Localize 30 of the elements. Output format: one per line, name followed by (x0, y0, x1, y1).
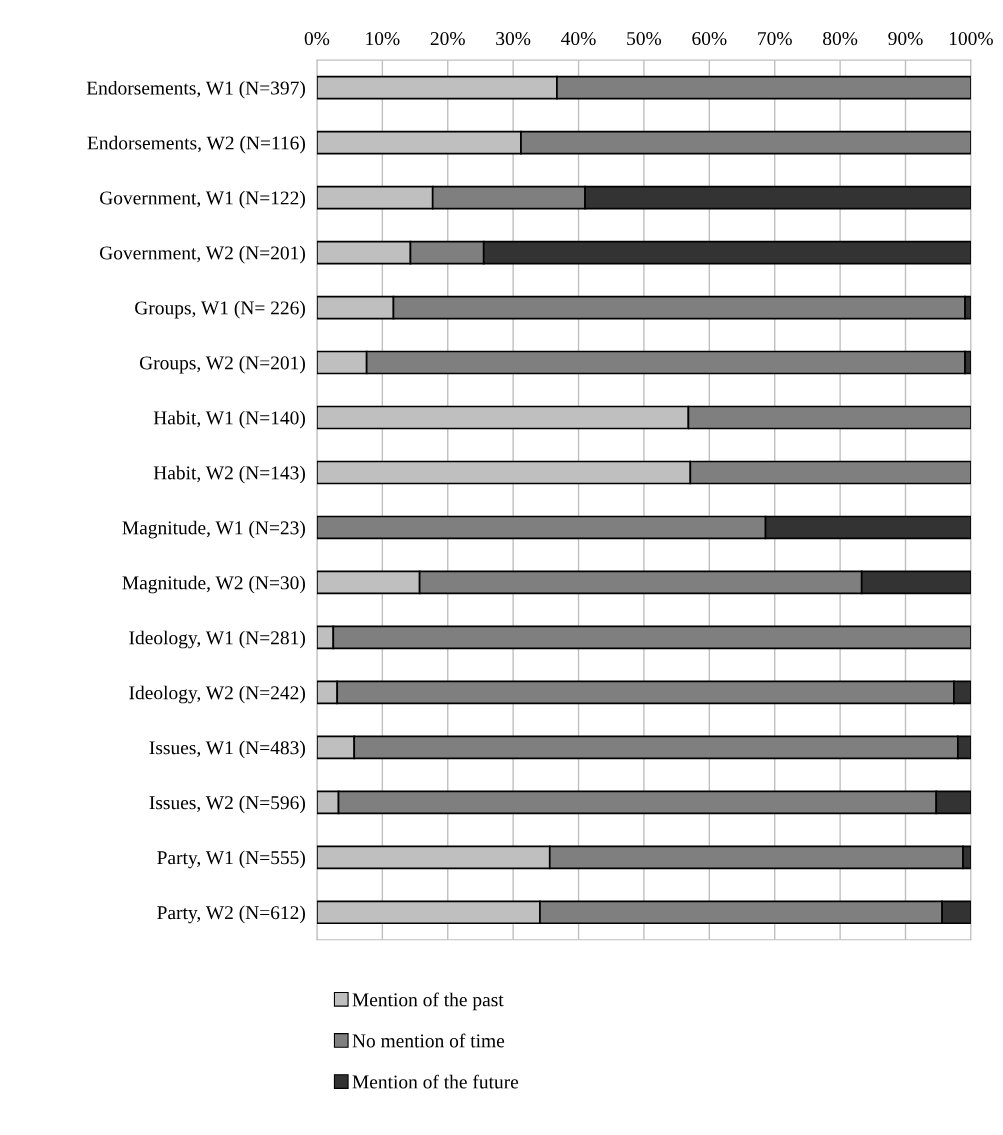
y-tick-label: Endorsements, W1 (N=397) (86, 80, 305, 99)
x-tick-label: 0% (304, 31, 330, 46)
x-tick-label: 80% (823, 31, 858, 46)
y-tick-label: Issues, W2 (N=596) (149, 795, 305, 814)
y-tick-label: Party, W1 (N=555) (157, 850, 305, 869)
legend-label: No mention of time (352, 1033, 505, 1048)
y-tick-label: Party, W2 (N=612) (157, 905, 305, 924)
y-tick-label: Government, W1 (N=122) (100, 190, 305, 209)
x-tick-label: 90% (888, 31, 923, 46)
y-tick-label: Groups, W2 (N=201) (139, 355, 305, 374)
x-tick-label: 100% (949, 31, 993, 46)
y-tick-label: Magnitude, W2 (N=30) (122, 575, 305, 594)
x-tick-label: 60% (692, 31, 727, 46)
y-tick-label: Ideology, W1 (N=281) (129, 630, 305, 649)
y-tick-label: Ideology, W2 (N=242) (129, 685, 305, 704)
y-tick-label: Issues, W1 (N=483) (149, 740, 305, 759)
legend-label: Mention of the future (352, 1074, 519, 1089)
x-tick-label: 50% (627, 31, 662, 46)
y-tick-label: Habit, W1 (N=140) (153, 410, 305, 429)
y-tick-label: Government, W2 (N=201) (100, 245, 305, 264)
y-tick-label: Magnitude, W1 (N=23) (122, 520, 305, 539)
x-tick-label: 70% (758, 31, 792, 46)
y-tick-label: Habit, W2 (N=143) (153, 465, 305, 484)
x-tick-label: 20% (430, 31, 465, 46)
x-tick-label: 30% (496, 31, 531, 46)
y-tick-label: Groups, W1 (N= 226) (135, 300, 305, 319)
x-tick-label: 10% (366, 31, 400, 46)
y-tick-label: Endorsements, W2 (N=116) (87, 135, 305, 154)
x-tick-label: 40% (561, 31, 596, 46)
legend-label: Mention of the past (352, 992, 504, 1011)
